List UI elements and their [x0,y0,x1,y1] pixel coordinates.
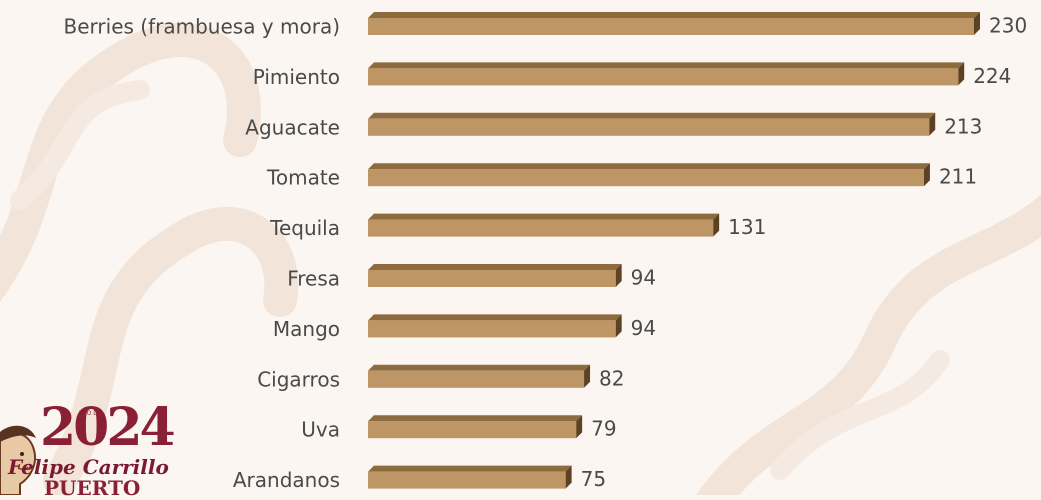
bars-layer [368,12,980,489]
category-label: Fresa [287,267,340,291]
value-label: 94 [631,266,656,290]
value-label: 211 [939,165,977,189]
bar-top-face [368,314,622,321]
category-label: Arandanos [233,468,340,492]
logo-subtitle: PUERTO [44,476,141,500]
bar-5 [368,213,720,237]
bar-front-face [368,471,566,489]
bar-end-face [958,62,965,86]
bar-front-face [368,421,577,439]
bar-2 [368,62,965,86]
logo-year: 2024 [40,397,176,458]
portrait-icon [0,425,36,495]
bar-end-face [576,415,583,439]
bar-4 [368,163,930,187]
value-label: 213 [944,114,982,138]
value-label: 75 [581,467,606,491]
bar-front-face [368,270,616,287]
bar-top-face [368,163,930,170]
bar-front-face [368,320,616,338]
category-label: Mango [273,317,340,341]
bar-top-face [368,62,965,69]
value-label: 94 [631,316,656,340]
category-label: Uva [301,418,340,442]
value-label: 82 [599,366,624,390]
bar-3 [368,112,936,136]
bar-end-face [974,12,980,35]
bar-end-face [713,213,720,237]
bar-top-face [368,264,622,270]
bar-end-face [584,364,591,388]
bar-end-face [615,264,622,287]
bar-8 [368,364,591,388]
bar-front-face [368,219,714,237]
bar-front-face [368,18,974,35]
value-label: 230 [989,14,1027,38]
category-label: Tomate [266,166,340,190]
category-label: Tequila [269,216,340,240]
bar-end-face [615,314,622,338]
category-label: Aguacate [245,115,340,139]
bar-top-face [368,12,980,18]
category-label: Berries (frambuesa y mora) [64,15,340,39]
category-label: Cigarros [257,367,340,391]
labels-layer: Berries (frambuesa y mora) 230 Pimiento 224… [64,14,1028,493]
bar-front-face [368,68,959,86]
logo-name: Felipe Carrillo [8,455,169,479]
bar-7 [368,314,622,338]
value-label: 131 [728,215,766,239]
bar-front-face [368,118,930,136]
bar-end-face [929,112,936,136]
bar-top-face [368,213,720,220]
bar-6 [368,264,622,287]
bar-end-face [565,465,572,489]
bar-front-face [368,370,585,388]
value-label: 224 [973,64,1011,88]
bar-top-face [368,415,583,422]
bar-1 [368,12,980,35]
bar-front-face [368,169,924,187]
bar-top-face [368,465,572,472]
bar-10 [368,465,572,489]
category-label: Pimiento [253,65,340,89]
value-label: 79 [591,417,616,441]
bar-end-face [923,163,930,187]
bar-top-face [368,112,936,119]
bar-9 [368,415,583,439]
logo-year-tag: AÑO DE [78,410,102,417]
bar-top-face [368,364,591,371]
logo-2024-felipe-carrillo-puerto: 2024 AÑO DE Felipe Carrillo PUERTO [0,397,210,500]
